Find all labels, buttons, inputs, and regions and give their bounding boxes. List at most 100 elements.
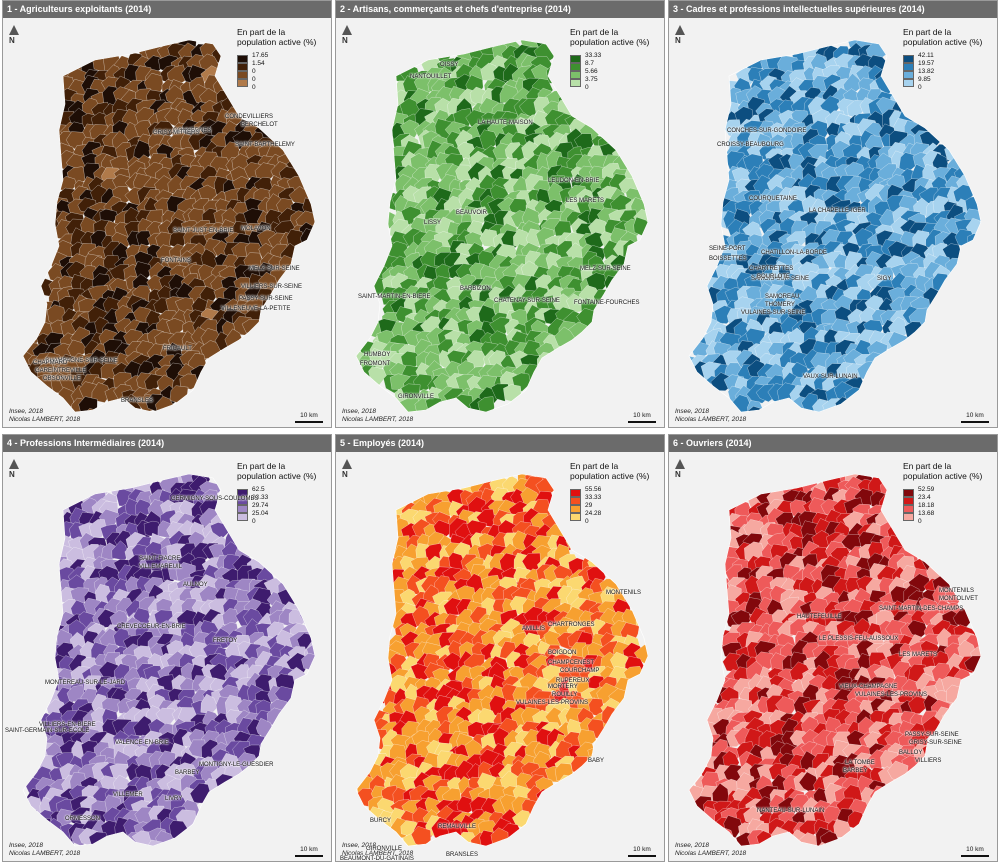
commune-label: FONTAINS [161, 258, 191, 264]
commune-label: VULAINES-LES-PROVINS [516, 700, 589, 706]
commune-label: FRETOY [213, 638, 238, 644]
commune-area [689, 661, 702, 683]
commune-area [214, 474, 234, 487]
legend-break-value: 25.04 [252, 510, 269, 517]
commune-label: NANTEAU-SUR-LUNAIN [757, 808, 825, 814]
commune-area [935, 820, 954, 839]
commune-area [310, 360, 315, 380]
scale-bar: 10 km [961, 412, 989, 423]
legend-break-value: 33.33 [585, 494, 602, 501]
commune-area [689, 596, 701, 619]
commune-area [610, 771, 631, 793]
commune-area [201, 813, 222, 830]
commune-label: ORMESSON [65, 816, 101, 822]
commune-label: BOURLOTE [757, 274, 791, 280]
commune-area [23, 612, 28, 632]
commune-label: VULAINES-LES-PROVINS [855, 692, 928, 698]
commune-area [703, 621, 723, 642]
legend-title: population active (%) [570, 471, 650, 481]
commune-area [698, 65, 720, 88]
commune-area [301, 652, 315, 672]
commune-area [36, 208, 58, 231]
commune-area [946, 684, 966, 704]
commune-area [693, 119, 714, 142]
legend-break-value: 33.33 [252, 494, 269, 501]
legend-break-value: 19.57 [918, 60, 935, 67]
commune-area [356, 552, 367, 572]
map-legend: En part de la population active (%) 62.5 33… [237, 461, 329, 527]
commune-area [699, 455, 718, 473]
commune-area [25, 734, 44, 754]
legend-break-value: 29 [585, 502, 593, 509]
legend-swatch [237, 55, 248, 63]
north-arrow-icon: N [341, 25, 353, 49]
commune-area [23, 675, 32, 696]
commune-area [310, 312, 315, 332]
commune-area [23, 775, 24, 795]
map-panel-5: 5 - Employés (2014) N En part de la popul… [335, 434, 665, 862]
commune-label: BERCHELOT [241, 122, 278, 128]
legend-swatch [903, 79, 914, 87]
commune-area [381, 482, 402, 499]
commune-label: SAMOIS-SUR-SEINE [751, 276, 810, 282]
commune-label: OBSONVILLE [43, 376, 82, 382]
commune-area [934, 763, 955, 787]
commune-area [610, 109, 630, 130]
commune-area [289, 121, 310, 142]
map-legend: En part de la population active (%) 55.56 3… [570, 461, 662, 527]
commune-area [356, 156, 369, 174]
legend-swatch [237, 497, 248, 505]
scale-bar: 10 km [295, 412, 323, 423]
commune-label: BARBEY [843, 768, 868, 774]
commune-area [412, 474, 432, 477]
legend-break-value: 13.68 [918, 510, 935, 517]
commune-area [702, 74, 721, 98]
commune-area [929, 534, 949, 552]
commune-label: REMAUVILLE [438, 824, 477, 830]
commune-area [909, 374, 928, 392]
commune-label: PASSY-SUR-SEINE [905, 732, 959, 738]
commune-area [298, 677, 315, 698]
commune-area [310, 743, 315, 765]
panel-title: 1 - Agriculteurs exploitants (2014) [3, 1, 331, 18]
commune-area [356, 375, 366, 399]
legend-swatch [570, 489, 581, 497]
commune-label: CHATENAY-SUR-SEINE [494, 298, 560, 304]
commune-area [356, 588, 366, 610]
commune-area [23, 74, 32, 94]
commune-label: BRANSLES [446, 852, 479, 858]
commune-area [632, 121, 648, 142]
commune-area [3, 104, 21, 121]
commune-area [900, 349, 921, 369]
department-outline [22, 473, 316, 847]
commune-area [634, 167, 648, 187]
commune-area [302, 742, 315, 763]
commune-area [926, 355, 944, 375]
commune-label: BOIGDON [548, 650, 577, 656]
commune-area [670, 653, 688, 671]
north-arrow-icon: N [674, 25, 686, 49]
legend-title: En part de la [903, 27, 952, 37]
commune-area [942, 711, 962, 729]
map-legend: En part de la population active (%) 52.59 2… [903, 461, 995, 527]
source-note: Insee, 2018 Nicolas LAMBERT, 2018 [9, 408, 81, 423]
choropleth-map [355, 473, 649, 847]
north-arrow-icon: N [8, 459, 20, 483]
legend-break-value: 0 [585, 84, 589, 91]
map-legend: En part de la population active (%) 33.33 8… [570, 27, 662, 93]
commune-area [38, 67, 57, 87]
commune-area [700, 103, 718, 121]
commune-area [689, 163, 701, 185]
commune-area [704, 44, 724, 66]
legend-break-value: 52.59 [918, 486, 935, 493]
commune-label: FROMONT [360, 361, 391, 367]
map-legend: En part de la population active (%) 42.11 1… [903, 27, 995, 93]
commune-area [44, 42, 63, 63]
legend-break-value: 0 [252, 76, 256, 83]
legend-swatch [237, 505, 248, 513]
commune-area [689, 552, 699, 573]
commune-area [336, 331, 356, 350]
north-label: N [675, 470, 681, 479]
commune-label: LIVRY [165, 796, 183, 802]
commune-area [588, 820, 611, 844]
